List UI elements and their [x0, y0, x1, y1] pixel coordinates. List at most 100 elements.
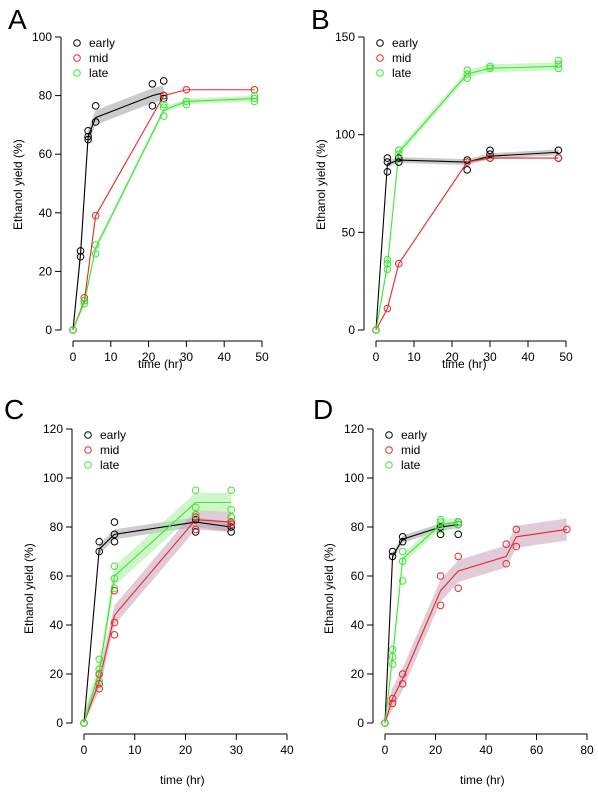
data-point-mid [512, 525, 521, 534]
y-tick-label: 80 [39, 89, 53, 103]
data-point-mid [191, 513, 200, 521]
x-tick-label: 30 [230, 743, 244, 757]
legend-marker-early [376, 39, 384, 47]
data-point-early [159, 77, 168, 85]
series-band-late [73, 95, 255, 330]
data-point-early [110, 530, 119, 539]
data-point-mid [388, 694, 397, 703]
series-line-late [72, 97, 255, 331]
legend-label-early: early [401, 428, 427, 442]
x-tick-label: 50 [559, 350, 573, 364]
data-point-late [182, 100, 191, 109]
data-point-early [148, 80, 157, 88]
x-tick-label: 0 [70, 350, 77, 364]
chart-panel-a: A 0 10 20 30 40 50 0 20 40 60 80 100 early mid late Et… [0, 0, 299, 390]
data-point-late [191, 503, 200, 512]
data-point-mid [463, 158, 471, 166]
legend-marker-mid [385, 446, 393, 454]
data-point-mid [554, 154, 563, 162]
data-point-late [191, 486, 200, 495]
data-point-early [383, 154, 392, 162]
data-point-mid [227, 518, 235, 526]
data-point-late [398, 577, 407, 585]
data-point-late [91, 241, 100, 249]
data-point-early [454, 530, 463, 539]
data-point-mid [454, 584, 463, 593]
data-point-early [436, 523, 445, 531]
data-point-mid [80, 293, 89, 302]
y-tick-label: 120 [43, 422, 63, 436]
panel-letter: B [311, 4, 330, 35]
data-point-early [148, 102, 157, 110]
data-point-early [159, 94, 168, 103]
y-tick-label: 60 [39, 147, 53, 161]
y-axis-label: Ethanol yield (%) [22, 543, 36, 634]
data-point-early [191, 515, 200, 524]
data-point-late [383, 255, 392, 264]
data-point-late [381, 719, 389, 727]
series-line-early [375, 151, 559, 331]
data-point-late [159, 112, 168, 120]
data-point-mid [159, 91, 168, 100]
x-tick-label: 40 [280, 743, 294, 757]
legend-label-late: late [392, 66, 412, 80]
y-tick-label: 100 [43, 471, 63, 485]
data-point-early [76, 247, 85, 255]
data-point-early [91, 102, 100, 110]
y-tick-label: 100 [32, 30, 52, 44]
data-point-late [227, 513, 235, 521]
data-point-mid [395, 259, 403, 268]
data-point-late [159, 100, 168, 109]
data-point-mid [182, 85, 191, 94]
series-line-mid [72, 89, 255, 331]
data-point-late [454, 518, 463, 526]
x-axis-label: time (hr) [442, 357, 487, 371]
data-point-early [463, 166, 471, 174]
legend-label-late: late [401, 458, 421, 472]
data-point-late [250, 97, 259, 106]
panel-letter: C [4, 394, 25, 425]
panel-letter: A [8, 4, 27, 35]
y-tick-label: 40 [39, 206, 53, 220]
data-point-mid [388, 699, 397, 708]
y-tick-label: 20 [351, 667, 365, 681]
data-point-early [84, 126, 92, 135]
data-point-late [395, 146, 403, 155]
data-point-early [227, 523, 235, 531]
y-axis-label: Ethanol yield (%) [314, 139, 328, 230]
data-point-late [554, 60, 563, 69]
legend-label-mid: mid [401, 443, 420, 457]
data-point-late [250, 94, 259, 103]
y-tick-label: 20 [39, 264, 53, 278]
y-tick-label: 100 [335, 128, 355, 142]
data-point-late [554, 56, 563, 65]
data-point-early [84, 132, 92, 141]
x-tick-label: 10 [104, 350, 118, 364]
data-point-early [395, 154, 403, 162]
data-point-mid [227, 520, 235, 529]
x-axis-label: time (hr) [460, 773, 505, 787]
data-point-late [436, 525, 445, 534]
legend-label-mid: mid [89, 51, 108, 65]
data-point-late [95, 655, 104, 664]
x-tick-label: 30 [483, 350, 497, 364]
data-point-late [388, 660, 397, 669]
data-point-mid [95, 680, 104, 688]
data-point-late [80, 719, 88, 727]
data-point-late [486, 62, 494, 71]
data-point-early [191, 528, 200, 536]
panel-letter: D [313, 394, 334, 425]
data-point-mid [110, 586, 119, 595]
data-point-late [95, 677, 104, 686]
series-band-mid [385, 518, 567, 723]
data-point-mid [486, 154, 494, 162]
series-band-mid [84, 509, 232, 723]
y-axis-label: Ethanol yield (%) [11, 139, 25, 230]
legend-label-early: early [100, 428, 126, 442]
legend-marker-early [385, 431, 393, 439]
data-point-late [554, 64, 563, 73]
data-point-late [388, 653, 397, 661]
data-point-late [69, 326, 77, 334]
